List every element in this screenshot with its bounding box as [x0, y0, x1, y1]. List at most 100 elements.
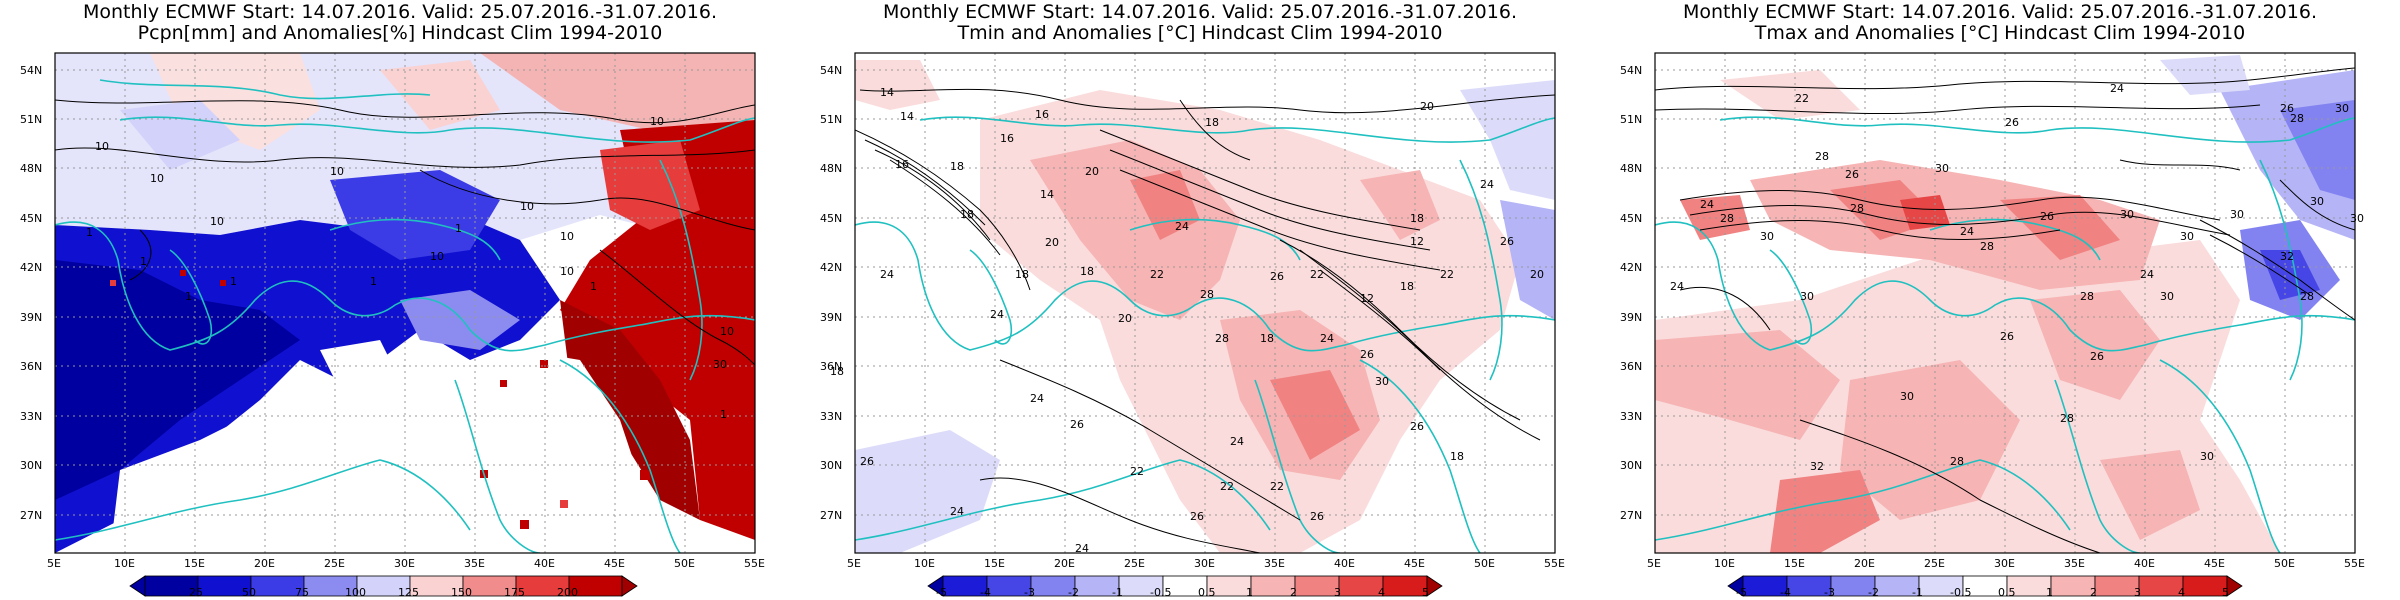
contour-label: 30 — [713, 358, 727, 371]
contour-label: 10 — [210, 215, 224, 228]
lat-label: 45N — [1620, 212, 1642, 225]
contour-label: 22 — [1795, 92, 1809, 105]
contour-label: 18 — [1450, 450, 1464, 463]
contour-label: 28 — [2060, 412, 2074, 425]
colorbar-label: 175 — [504, 586, 525, 599]
lat-label: 42N — [820, 261, 842, 274]
contour-label: 28 — [2080, 290, 2094, 303]
lat-label: 33N — [1620, 410, 1642, 423]
contour-label: 24 — [1075, 542, 1089, 555]
contour-label: 24 — [1700, 198, 1714, 211]
contour-label: 1 — [185, 290, 192, 303]
colorbar-label: -5 — [1736, 586, 1747, 599]
contour-label: 26 — [860, 455, 874, 468]
lat-label: 51N — [820, 113, 842, 126]
contour-label: 24 — [1670, 280, 1684, 293]
lat-label: 39N — [1620, 311, 1642, 324]
lat-label: 30N — [20, 459, 42, 472]
contour-label: 30 — [2335, 102, 2349, 115]
lon-label: 40E — [1334, 557, 1355, 570]
contour-labels: 10 10 10 10 10 10 10 10 10 10 30 1 1 1 1… — [86, 115, 734, 421]
lat-label: 51N — [1620, 113, 1642, 126]
longitude-labels: 5E 10E 15E 20E 25E 30E 35E 40E 45E 50E 5… — [1647, 557, 2365, 570]
contour-label: 28 — [1815, 150, 1829, 163]
contour-label: 26 — [1500, 235, 1514, 248]
contour-label: 10 — [520, 200, 534, 213]
contour-label: 1 — [370, 275, 377, 288]
latitude-labels: 54N 51N 48N 45N 42N 39N 36N 33N 30N 27N — [820, 64, 842, 522]
colorbar-label: 5 — [2222, 586, 2229, 599]
lat-label: 36N — [20, 360, 42, 373]
lon-label: 55E — [2344, 557, 2365, 570]
contour-label: 16 — [895, 158, 909, 171]
contour-label: 14 — [880, 86, 894, 99]
panel-title-line2: Tmin and Anomalies [°C] Hindcast Clim 19… — [957, 22, 1443, 44]
panel-title-line1: Monthly ECMWF Start: 14.07.2016. Valid: … — [83, 1, 717, 23]
contour-label: 20 — [1085, 165, 1099, 178]
contour-label: 14 — [1040, 188, 1054, 201]
lon-label: 5E — [47, 557, 61, 570]
lon-label: 45E — [604, 557, 625, 570]
contour-label: 10 — [650, 115, 664, 128]
contour-label: 20 — [1530, 268, 1544, 281]
graticule — [855, 53, 1555, 553]
lon-label: 5E — [1647, 557, 1661, 570]
contour-label: 1 — [590, 280, 597, 293]
lon-label: 45E — [2204, 557, 2225, 570]
colorbar-label: -5 — [936, 586, 947, 599]
contour-label: 10 — [330, 165, 344, 178]
contour-label: 28 — [1980, 240, 1994, 253]
colorbar-label: 4 — [1378, 586, 1385, 599]
contour-label: 30 — [2160, 290, 2174, 303]
contour-label: 26 — [1360, 348, 1374, 361]
lon-label: 20E — [1854, 557, 1875, 570]
lon-label: 50E — [674, 557, 695, 570]
colorbar-label: 5 — [1422, 586, 1429, 599]
anomaly-shading — [1655, 55, 2355, 553]
colorbar-label: -2 — [1068, 586, 1079, 599]
lon-label: 30E — [394, 557, 415, 570]
lat-label: 54N — [820, 64, 842, 77]
contour-label: 24 — [1320, 332, 1334, 345]
lat-label: 36N — [820, 360, 842, 373]
lon-label: 55E — [1544, 557, 1565, 570]
lon-label: 40E — [534, 557, 555, 570]
contour-label: 1 — [720, 408, 727, 421]
contour-label: 30 — [2200, 450, 2214, 463]
lon-label: 15E — [1784, 557, 1805, 570]
contour-label: 10 — [560, 230, 574, 243]
lon-label: 15E — [184, 557, 205, 570]
contour-label: 26 — [2040, 210, 2054, 223]
lon-label: 20E — [254, 557, 275, 570]
colorbar-label: -4 — [1780, 586, 1791, 599]
contour-label: 28 — [2300, 290, 2314, 303]
colorbar-label: 3 — [2134, 586, 2141, 599]
contour-label: 30 — [1935, 162, 1949, 175]
contour-label: 32 — [2280, 250, 2294, 263]
lon-label: 50E — [1474, 557, 1495, 570]
contour-label: 26 — [2000, 330, 2014, 343]
lon-label: 50E — [2274, 557, 2295, 570]
contour-label: 24 — [1030, 392, 1044, 405]
lat-label: 51N — [20, 113, 42, 126]
contour-label: 28 — [1720, 212, 1734, 225]
contour-label: 16 — [1000, 132, 1014, 145]
contour-label: 20 — [1118, 312, 1132, 325]
contour-label: 24 — [2140, 268, 2154, 281]
contour-label: 28 — [1215, 332, 1229, 345]
contour-label: 30 — [2180, 230, 2194, 243]
contour-label: 1 — [230, 275, 237, 288]
lat-label: 36N — [1620, 360, 1642, 373]
contour-label: 24 — [1230, 435, 1244, 448]
lat-label: 48N — [20, 162, 42, 175]
lon-label: 40E — [2134, 557, 2155, 570]
contour-label: 24 — [1960, 225, 1974, 238]
graticule — [55, 53, 755, 553]
colorbar-label: -3 — [1024, 586, 1035, 599]
contour-label: 22 — [1270, 480, 1284, 493]
lat-label: 42N — [20, 261, 42, 274]
contour-lines — [1655, 67, 2355, 553]
lon-label: 35E — [464, 557, 485, 570]
lat-label: 27N — [20, 509, 42, 522]
contour-label: 22 — [1220, 480, 1234, 493]
